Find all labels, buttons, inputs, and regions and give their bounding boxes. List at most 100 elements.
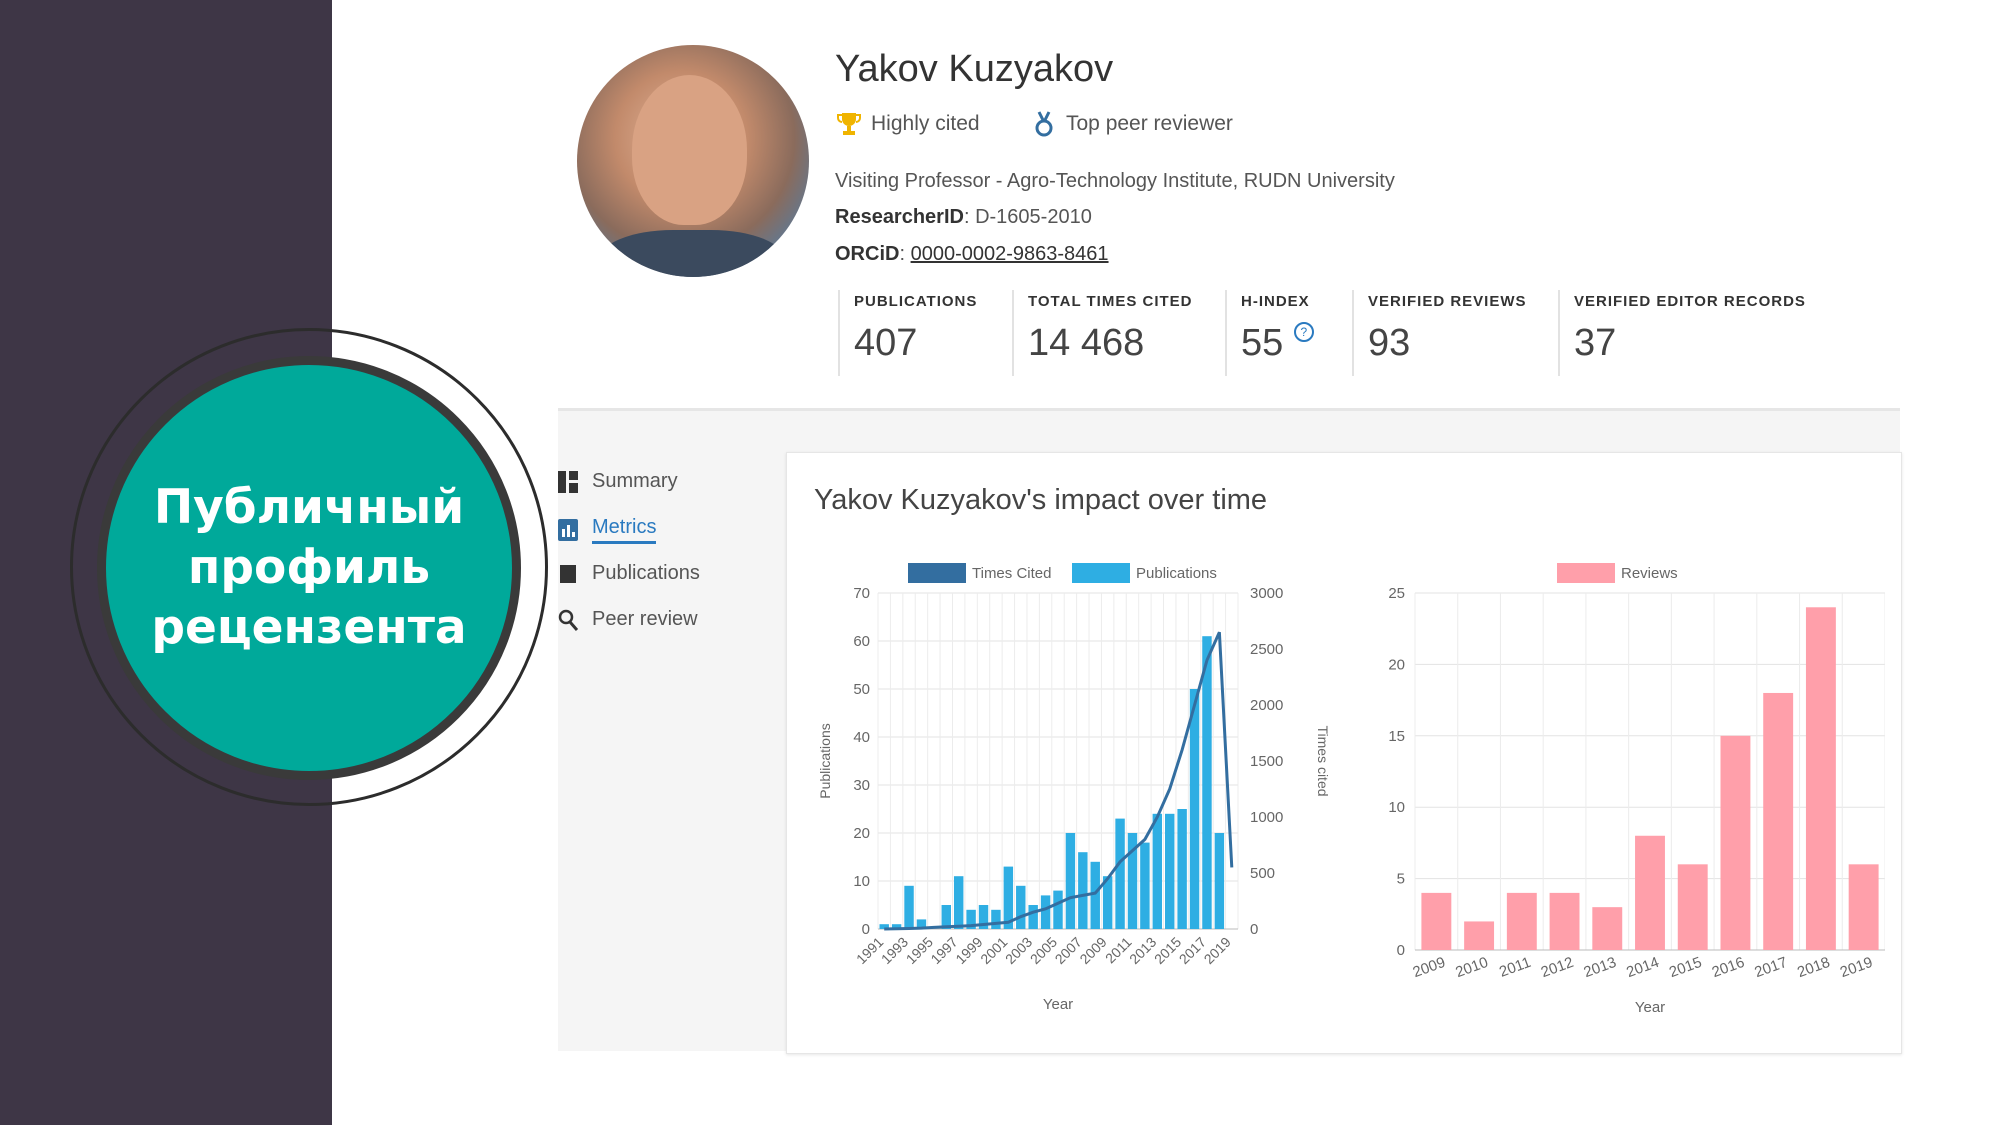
publications-bar [1016, 885, 1026, 929]
reviews-bar [1635, 835, 1665, 950]
publications-bar [891, 924, 902, 929]
stat-label: H-INDEX [1241, 293, 1310, 310]
reviews-bar [1720, 735, 1751, 950]
x-tick-label: 2009 [1076, 934, 1109, 967]
publications-bar [991, 909, 1001, 929]
y-tick-label: 40 [853, 729, 870, 746]
publications-bar [916, 919, 927, 929]
legend-swatch-times-cited [908, 563, 966, 583]
y2-tick-label: 1500 [1250, 753, 1283, 770]
reviews-bar [1677, 864, 1708, 950]
stat-h-index: H-INDEX 55 ? [1225, 290, 1314, 376]
panel-title: Yakov Kuzyakov's impact over time [814, 484, 1268, 516]
reviews-bar [1805, 607, 1836, 950]
highly-cited-badge: Highly cited [835, 110, 980, 138]
avatar [577, 45, 809, 277]
reviews-bar [1848, 864, 1879, 950]
researcher-id-value: : D-1605-2010 [963, 206, 1092, 228]
stat-publications: PUBLICATIONS 407 [838, 290, 977, 376]
content-divider [558, 408, 1900, 412]
x-tick-label: 2015 [1667, 954, 1704, 981]
stat-label: TOTAL TIMES CITED [1028, 293, 1193, 310]
x-tick-label: 2015 [1151, 934, 1184, 967]
publications-bar [1152, 813, 1163, 929]
x-tick-label: 2011 [1497, 954, 1533, 981]
reviews-bar [1763, 692, 1794, 950]
y-tick-label: 20 [853, 825, 870, 842]
y-tick-label: 25 [1388, 585, 1405, 602]
reviews-bar [1506, 892, 1537, 950]
nav-peer-review[interactable]: Peer review [558, 608, 698, 631]
x-tick-label: 2009 [1411, 954, 1448, 981]
nav-publications[interactable]: Publications [558, 562, 700, 585]
metrics-panel [786, 452, 1902, 1054]
y-tick-label: 15 [1388, 728, 1405, 745]
x-tick-label: 2011 [1102, 934, 1135, 967]
stat-value: 407 [854, 322, 918, 364]
x-tick-label: 2016 [1710, 954, 1747, 981]
x-tick-label: 2013 [1126, 934, 1159, 967]
researcher-id: ResearcherID: D-1605-2010 [835, 206, 1092, 229]
top-peer-reviewer-badge: Top peer reviewer [1030, 110, 1233, 138]
stat-verified-reviews: VERIFIED REVIEWS 93 [1352, 290, 1527, 376]
publications-bar [1189, 689, 1200, 929]
x-tick-label: 2014 [1624, 954, 1661, 981]
x-tick-label: 2010 [1453, 954, 1490, 981]
reviews-bar [1421, 892, 1452, 950]
stat-editor-records: VERIFIED EDITOR RECORDS 37 [1558, 290, 1806, 376]
nav-summary[interactable]: Summary [558, 470, 678, 493]
nav-summary-label: Summary [592, 470, 678, 492]
publications-bar [1214, 833, 1225, 929]
publications-bar [1078, 852, 1088, 929]
y-tick-label: 0 [1397, 942, 1405, 959]
avatar-shirt [597, 230, 787, 277]
help-icon[interactable]: ? [1293, 322, 1314, 342]
stat-label: VERIFIED EDITOR RECORDS [1574, 293, 1806, 310]
publications-bar [1202, 636, 1212, 929]
x-tick-label: 2018 [1795, 954, 1832, 981]
publications-bar [904, 885, 914, 929]
publications-bar [879, 924, 889, 929]
stat-label: VERIFIED REVIEWS [1368, 293, 1527, 310]
y-tick-label: 5 [1397, 871, 1405, 888]
publications-bar [1040, 895, 1051, 929]
x-tick-label: 2003 [1002, 934, 1035, 967]
y2-tick-label: 2000 [1250, 697, 1283, 714]
publications-bar [966, 909, 976, 929]
publications-bar [1127, 833, 1138, 929]
publications-bar [1090, 861, 1100, 929]
x-tick-label: 1993 [878, 934, 911, 967]
y2-tick-label: 0 [1250, 921, 1258, 938]
top-peer-reviewer-label: Top peer reviewer [1066, 112, 1233, 135]
y2-axis-label: Times cited [1315, 725, 1331, 796]
x-tick-label: 2017 [1752, 954, 1789, 981]
y-tick-label: 0 [862, 921, 870, 938]
stat-times-cited: TOTAL TIMES CITED 14 468 [1012, 290, 1193, 376]
publications-bar [1115, 818, 1125, 929]
y-tick-label: 70 [853, 585, 870, 602]
x-tick-label: 1997 [927, 934, 960, 967]
reviews-bar [1549, 892, 1580, 950]
x-axis-label: Year [1043, 996, 1073, 1013]
orcid: ORCiD: 0000-0002-9863-8461 [835, 243, 1109, 266]
y-tick-label: 30 [853, 777, 870, 794]
legend-swatch-publications [1072, 563, 1130, 583]
orcid-link[interactable]: 0000-0002-9863-8461 [910, 243, 1109, 265]
x-tick-label: 2013 [1581, 954, 1618, 981]
impact-chart: 0 10 20 30 40 50 60 70 0 500 1000 1500 2000 2500 3000 1… [817, 563, 1331, 1013]
publications-bar [978, 905, 989, 929]
profile-position: Visiting Professor - Agro-Technology Ins… [835, 170, 1395, 192]
publications-bar [1102, 876, 1113, 929]
legend-label-times-cited: Times Cited [972, 565, 1051, 582]
nav-metrics[interactable]: Metrics [558, 516, 657, 544]
nav-publications-label: Publications [592, 562, 700, 584]
y2-tick-label: 500 [1250, 865, 1275, 882]
y2-tick-label: 3000 [1250, 585, 1283, 602]
reviews-bar [1592, 907, 1623, 950]
orcid-separator: : [899, 243, 911, 265]
x-tick-label: 2012 [1539, 954, 1576, 981]
dashboard-icon [558, 470, 578, 493]
x-tick-label: 2019 [1838, 954, 1875, 981]
publications-bar [1177, 809, 1187, 929]
